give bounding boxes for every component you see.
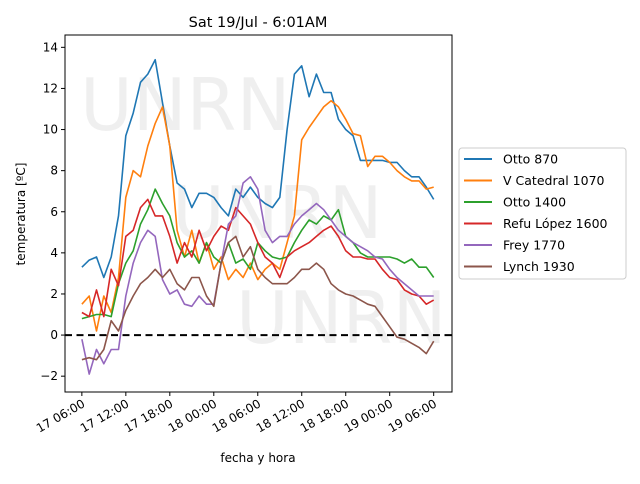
x-axis-label: fecha y hora	[220, 451, 295, 465]
legend: Otto 870 V Catedral 1070 Otto 1400 Refu Lóp…	[458, 147, 627, 280]
legend-label: V Catedral 1070	[503, 173, 605, 188]
series-line-3	[81, 198, 435, 318]
legend-box	[458, 147, 627, 280]
chart-title: Sat 19/Jul - 6:01AM	[189, 15, 328, 31]
y-axis: −2 0 2 4 6 8 10 12 14	[40, 40, 65, 383]
watermark-1: UNRN	[80, 63, 290, 147]
watermark-2: UNRN	[172, 171, 382, 255]
series-line-4	[81, 176, 434, 375]
series-line-1	[81, 100, 434, 332]
axes-frame	[64, 34, 453, 393]
legend-item: Frey 1770	[464, 238, 565, 253]
legend-label: Lynch 1930	[503, 259, 575, 274]
legend-item: Otto 870	[464, 152, 558, 167]
y-tick-label: 2	[50, 287, 58, 301]
y-tick-label: 12	[43, 81, 58, 95]
series-line-5	[81, 235, 435, 361]
legend-item: Otto 1400	[464, 195, 566, 210]
legend-label: Refu López 1600	[503, 216, 608, 231]
y-tick-label: 4	[50, 246, 58, 260]
legend-label: Frey 1770	[503, 238, 565, 253]
legend-label: Otto 870	[503, 152, 558, 167]
plot-lines	[81, 58, 435, 375]
y-tick-label: 6	[50, 205, 58, 219]
series-line-0	[81, 58, 435, 279]
legend-label: Otto 1400	[503, 195, 566, 210]
legend-item: Refu López 1600	[464, 216, 608, 231]
y-tick-label: 14	[43, 40, 58, 54]
y-axis-label: temperatura [ºC]	[14, 163, 28, 266]
legend-item: V Catedral 1070	[464, 173, 605, 188]
y-tick-label: 10	[43, 123, 58, 137]
y-tick-label: 0	[50, 328, 58, 342]
y-tick-label: 8	[50, 164, 58, 178]
legend-item: Lynch 1930	[464, 259, 575, 274]
watermark-3: UNRN	[236, 276, 446, 360]
y-tick-label: −2	[40, 369, 58, 383]
